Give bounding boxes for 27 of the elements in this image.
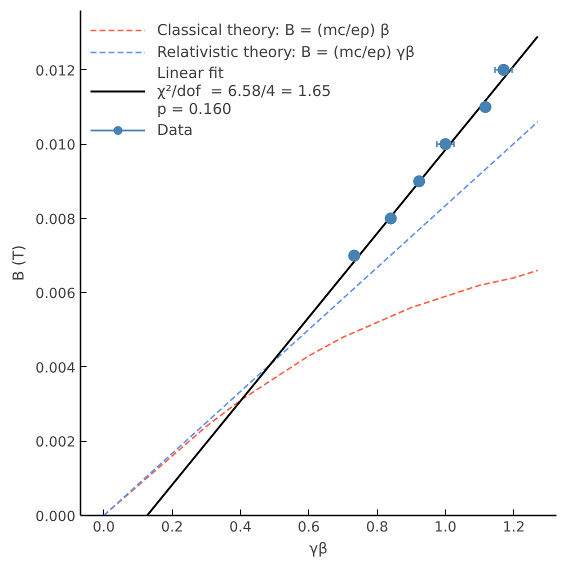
y-axis-title: B (T) bbox=[9, 245, 28, 281]
legend-label: Classical theory: B = (mc/eρ) β bbox=[157, 21, 390, 39]
point bbox=[384, 212, 397, 224]
x-tick-label: 0.4 bbox=[229, 520, 252, 536]
point bbox=[479, 101, 492, 114]
x-tick-label: 0.2 bbox=[160, 520, 184, 536]
legend-label: Relativistic theory: B = (mc/eρ) γβ bbox=[157, 43, 415, 61]
legend-label: Data bbox=[157, 121, 193, 139]
x-tick-label: 1.0 bbox=[434, 520, 457, 536]
y-tick-label: 0.012 bbox=[35, 63, 76, 80]
x-tick-label: 1.2 bbox=[502, 520, 525, 536]
point bbox=[413, 175, 426, 188]
legend-label: Linear fit χ²/dof = 6.58/4 = 1.65 p = 0.160 bbox=[157, 64, 332, 118]
y-tick-label: 0.004 bbox=[35, 360, 76, 376]
y-tick-label: 0.008 bbox=[35, 212, 76, 228]
line-series bbox=[102, 270, 539, 516]
y-tick-label: 0.000 bbox=[35, 509, 76, 525]
x-tick-label: 0.6 bbox=[298, 520, 320, 536]
point bbox=[498, 64, 510, 76]
y-tick-label: 0.010 bbox=[35, 138, 76, 154]
point bbox=[348, 250, 360, 262]
x-tick-label: 0.0 bbox=[92, 520, 115, 536]
y-tick-label: 0.002 bbox=[35, 434, 76, 451]
x-tick-label: 0.8 bbox=[366, 520, 388, 536]
point bbox=[439, 138, 452, 150]
x-axis-title: γβ bbox=[309, 540, 328, 558]
y-tick-label: 0.006 bbox=[35, 286, 76, 302]
